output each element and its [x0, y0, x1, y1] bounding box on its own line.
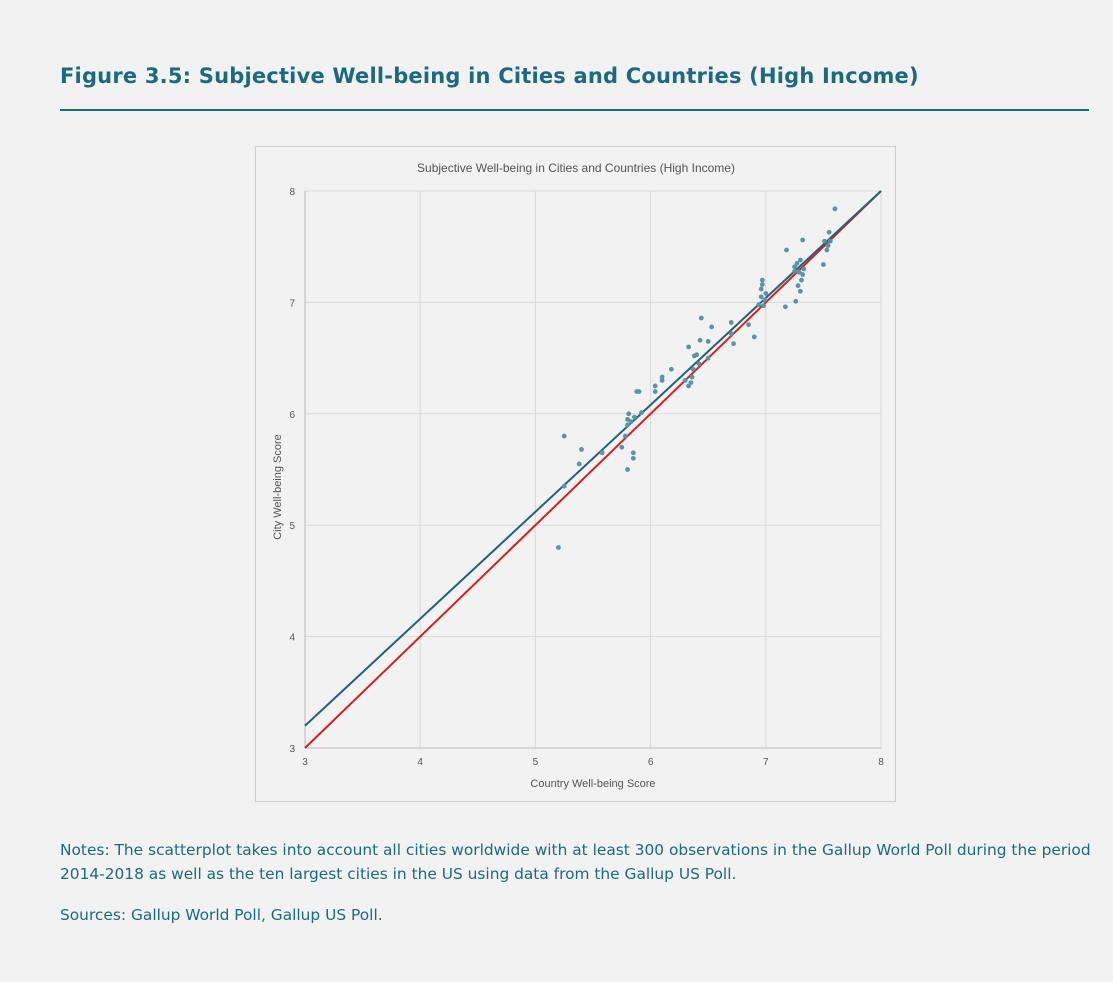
data-points: [556, 206, 838, 550]
tick-labels: 3 4 5 6 7 8 3 4 5 6 7 8: [289, 187, 884, 768]
scatter-point: [638, 410, 644, 416]
scatter-point: [758, 286, 764, 292]
scatter-point: [728, 320, 734, 325]
scatter-point: [694, 352, 700, 358]
scatter-point: [822, 238, 827, 244]
scatter-point: [682, 377, 688, 383]
scatter-point: [652, 389, 658, 394]
scatter-point: [556, 545, 561, 550]
scatter-point: [825, 243, 831, 248]
scatter-point: [759, 282, 765, 287]
scatter-point: [630, 455, 636, 461]
scatter-point: [689, 374, 695, 380]
x-axis-label: Country Well-being Score: [530, 778, 655, 790]
scatter-point: [625, 467, 630, 472]
scatter-point: [599, 450, 605, 456]
trend-lines: [304, 190, 882, 749]
scatter-point: [759, 277, 765, 283]
y-tick-label: 5: [289, 521, 295, 532]
scatter-point: [630, 450, 636, 456]
scatter-point: [652, 383, 658, 389]
scatter-point: [659, 377, 665, 383]
scatter-point: [579, 447, 584, 452]
y-axis-label: City Well-being Score: [272, 434, 284, 540]
x-tick-label: 8: [878, 757, 884, 768]
scatter-point: [794, 261, 800, 266]
scatter-point: [705, 338, 711, 344]
scatter-point: [797, 257, 803, 263]
scatter-point: [686, 383, 692, 389]
scatter-point: [625, 422, 630, 428]
scatter-point: [782, 304, 788, 310]
scatter-point: [792, 268, 797, 274]
scatter-point: [686, 344, 692, 350]
y-tick-label: 8: [289, 187, 295, 198]
scatter-point: [762, 297, 768, 303]
x-tick-label: 7: [763, 757, 769, 768]
scatter-point: [784, 247, 789, 253]
diagonal-line: [304, 190, 882, 749]
scatter-point: [763, 291, 769, 296]
scatter-point: [688, 380, 694, 386]
scatter-point: [698, 315, 704, 321]
scatter-point: [799, 277, 804, 283]
scatter-point: [626, 411, 632, 417]
scatter-point: [821, 262, 826, 267]
x-tick-label: 4: [417, 757, 423, 768]
grid-lines: [304, 190, 882, 749]
scatter-point: [826, 229, 832, 235]
scatter-point: [731, 341, 736, 347]
scatter-point: [751, 334, 757, 340]
scatter-point: [793, 298, 799, 304]
fitted-line: [304, 190, 882, 727]
scatter-point: [761, 303, 766, 309]
figure-title: Figure 3.5: Subjective Well-being in Cit…: [60, 64, 919, 88]
x-tick-label: 6: [648, 757, 654, 768]
scatter-point: [800, 237, 806, 243]
scatter-point: [800, 272, 806, 277]
scatter-point: [827, 238, 833, 244]
title-divider: [60, 109, 1089, 111]
y-tick-label: 7: [289, 298, 295, 309]
figure-notes: Notes: The scatterplot takes into accoun…: [60, 841, 1091, 883]
scatter-point: [696, 361, 702, 367]
scatter-point: [824, 247, 830, 253]
figure-sources: Sources: Gallup World Poll, Gallup US Po…: [60, 906, 383, 924]
scatter-point: [636, 389, 642, 394]
scatter-point: [796, 269, 802, 275]
scatter-chart: Subjective Well-being in Cities and Coun…: [272, 161, 884, 790]
scatter-point: [746, 322, 751, 328]
y-tick-label: 3: [289, 744, 295, 755]
scatter-point: [795, 283, 801, 289]
scatter-point: [697, 337, 703, 343]
scatter-point: [758, 294, 764, 300]
scatter-point: [797, 288, 803, 294]
scatter-point: [561, 433, 567, 439]
scatter-point: [622, 433, 628, 439]
scatter-point: [561, 483, 567, 489]
scatter-point: [576, 461, 582, 467]
scatter-point: [632, 414, 637, 420]
scatter-point: [832, 206, 838, 212]
scatter-point: [628, 419, 634, 424]
chart-container: Subjective Well-being in Cities and Coun…: [255, 146, 896, 802]
scatter-point: [625, 416, 630, 422]
chart-title: Subjective Well-being in Cities and Coun…: [417, 161, 735, 175]
scatter-point: [668, 366, 674, 372]
x-tick-label: 3: [302, 757, 308, 768]
x-tick-label: 5: [533, 757, 539, 768]
y-tick-label: 6: [289, 410, 295, 421]
scatter-point: [690, 366, 696, 372]
scatter-point: [619, 444, 625, 450]
scatter-point: [705, 355, 711, 361]
scatter-point: [792, 264, 797, 270]
scatter-point: [709, 324, 715, 330]
scatter-point: [801, 266, 807, 272]
scatter-point: [659, 374, 665, 380]
y-tick-label: 4: [289, 633, 295, 644]
scatter-point: [728, 331, 734, 336]
scatter-point: [756, 302, 762, 308]
